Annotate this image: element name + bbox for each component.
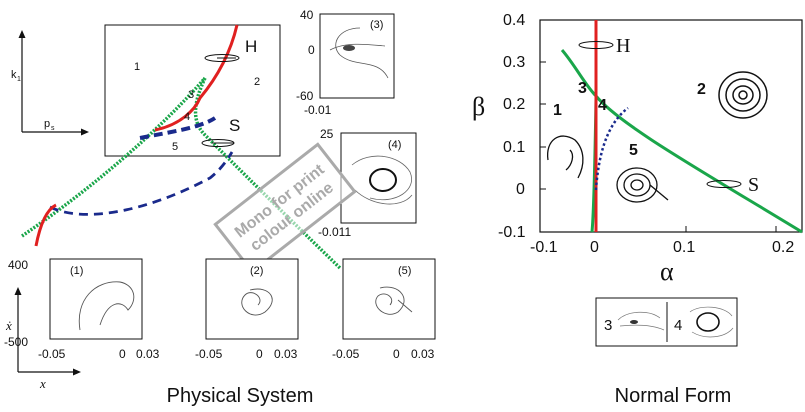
nf-portrait-5 (616, 167, 669, 203)
svg-text:-0.05: -0.05 (195, 347, 223, 361)
panel-3-xleft: -0.01 (304, 103, 332, 117)
xdot-label: ẋ (5, 318, 12, 333)
bottom-y-bot: -500 (4, 335, 28, 349)
nf-ytick-1: 0.3 (503, 54, 525, 71)
svg-text:0.03: 0.03 (411, 347, 435, 361)
panel-2: (2) (205, 258, 299, 340)
phys-H-label: H (245, 37, 257, 56)
nf-H-label: H (616, 35, 630, 57)
panel-3: (3) 40 0 -60 -0.01 (296, 8, 395, 117)
panel-5-label: (5) (398, 265, 411, 277)
svg-text:0.03: 0.03 (136, 347, 160, 361)
nf-xtick-1: 0.1 (673, 239, 695, 256)
nf-region-4: 4 (598, 97, 607, 114)
nf-xtick-0: 0 (590, 239, 599, 256)
svg-text:-0.05: -0.05 (38, 347, 66, 361)
phys-title: Physical System (167, 385, 314, 407)
homoclinic-curve-zoom (139, 116, 217, 140)
nf-homoclinic-curve (594, 106, 629, 191)
panel-4-xleft: -0.011 (318, 225, 351, 239)
svg-text:0.03: 0.03 (274, 347, 298, 361)
nf-region-2: 2 (697, 81, 706, 98)
phys-region-3: 3 (188, 89, 194, 101)
bottom-y-top: 400 (8, 258, 28, 272)
homoclinic-curve-large (49, 151, 234, 216)
nf-saddle-node-upper (560, 49, 803, 234)
panel-2-label: (2) (250, 265, 263, 277)
phys-region-5: 5 (172, 141, 178, 153)
phys-region-4: 4 (184, 111, 190, 123)
nf-xlabel: α (660, 257, 674, 286)
panel-5: (5) (342, 258, 436, 340)
svg-text:0: 0 (256, 347, 263, 361)
panel-4-ytop: 25 (320, 127, 334, 141)
hopf-marker: H (204, 37, 257, 62)
nf-portrait-2 (718, 71, 768, 119)
phys-region-1: 1 (134, 61, 140, 73)
saddle-marker: S (201, 116, 240, 147)
inset-x-sub: s (51, 125, 55, 132)
nf-legend-portrait-4 (696, 312, 720, 332)
nf-ytick-2: 0.2 (503, 96, 525, 113)
state-axes: ẋ x (5, 287, 81, 391)
panel-3-ymid: 0 (308, 43, 315, 57)
bottom-x-ticks: -0.05 0 0.03 -0.05 0 0.03 -0.05 0 0.03 (38, 347, 435, 361)
nf-region-1: 1 (553, 102, 562, 119)
inset-x-label: p (44, 118, 50, 130)
hopf-curve-lower (34, 203, 57, 247)
xdot-arrow-icon (14, 287, 22, 295)
inset-x-arrow-icon (81, 128, 89, 136)
inset-y-arrow-icon (18, 30, 26, 38)
inset-y-label: k (11, 69, 17, 81)
nf-xtick-neg: -0.1 (530, 239, 558, 256)
nf-title: Normal Form (615, 385, 732, 407)
x-arrow-icon (73, 368, 81, 376)
panel-3-label: (3) (370, 19, 383, 31)
nf-S-label: S (748, 174, 759, 196)
phys-S-label: S (229, 116, 240, 135)
zoom-box (104, 24, 281, 157)
phys-region-2: 2 (254, 76, 260, 88)
nf-legend-4: 4 (674, 317, 682, 334)
nf-ytick-5: -0.1 (498, 224, 526, 241)
panel-4-label: (4) (388, 139, 401, 151)
nf-region-3: 3 (578, 80, 587, 97)
panel-3-ybot: -60 (296, 89, 314, 103)
inset-axes: k 1 p s (11, 30, 89, 136)
nf-ytick-3: 0.1 (503, 139, 525, 156)
nf-portrait-1 (547, 135, 584, 179)
panel-4: (4) 25 -0.011 (318, 127, 417, 239)
inset-y-sub: 1 (17, 76, 21, 83)
watermark: Mono for print colour online (213, 142, 357, 274)
nf-legend-3: 3 (604, 317, 612, 334)
panel-3-ytop: 40 (300, 8, 314, 22)
svg-text:0: 0 (393, 347, 400, 361)
nf-region-5: 5 (629, 142, 638, 159)
nf-ytick-0: 0.4 (503, 12, 525, 29)
svg-text:-0.05: -0.05 (332, 347, 360, 361)
nf-hopf-marker (578, 41, 614, 49)
hopf-curve (154, 24, 239, 132)
panel-1-label: (1) (70, 265, 83, 277)
x-label: x (39, 376, 46, 391)
nf-saddle-marker (706, 180, 742, 188)
nf-axes-frame (539, 19, 803, 233)
svg-text:0: 0 (119, 347, 126, 361)
nf-legend-portrait-3 (617, 311, 665, 331)
nf-xtick-2: 0.2 (772, 239, 794, 256)
nf-ytick-4: 0 (516, 181, 525, 198)
panel-1: (1) (49, 258, 143, 340)
nf-ylabel: β (472, 92, 485, 121)
normal-form-plot: 0.4 0.3 0.2 0.1 0 -0.1 -0.1 0 0.1 0.2 β … (472, 12, 803, 407)
